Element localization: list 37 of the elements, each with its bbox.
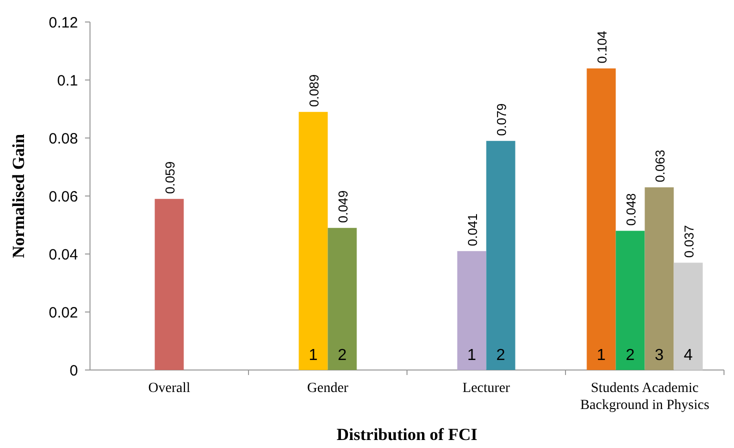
bar: [328, 228, 357, 370]
y-tick-label: 0: [70, 362, 78, 380]
data-label: 0.049: [335, 190, 350, 223]
y-tick-label: 0.08: [48, 130, 78, 148]
x-tick-label: Overall: [148, 381, 190, 396]
series-label: 4: [684, 347, 693, 364]
y-axis-title: Normalised Gain: [9, 133, 28, 258]
series-label: 1: [308, 347, 318, 364]
y-tick-label: 0.06: [48, 188, 78, 206]
text: 2: [496, 347, 506, 364]
text: 2: [626, 347, 635, 364]
data-label: 0.037: [681, 225, 696, 258]
text: 1: [596, 347, 606, 364]
x-tick-label: Students Academic Background in Physics: [580, 381, 710, 413]
x-tick-label: Lecturer: [462, 381, 510, 396]
bar: [298, 112, 328, 370]
text: 1: [467, 347, 476, 364]
data-label: 0.063: [652, 150, 668, 182]
data-label: 0.104: [594, 30, 610, 64]
bar: [616, 230, 645, 370]
series-label: 2: [338, 347, 347, 364]
x-axis-title: Distribution of FCI: [336, 425, 478, 444]
data-label: 0.048: [623, 193, 638, 226]
bar: [644, 187, 674, 370]
bar: [154, 198, 184, 370]
data-label: 0.041: [464, 214, 480, 246]
data-label: 0.059: [162, 161, 178, 194]
x-tick-label: Gender: [307, 381, 349, 396]
y-tick-label: 0.04: [48, 246, 78, 264]
data-label: 0.079: [494, 103, 509, 136]
bar: [586, 68, 616, 370]
y-tick-label: 0.1: [57, 72, 78, 90]
series-label: 3: [654, 347, 664, 364]
data-label: 0.089: [306, 74, 322, 107]
bar: [674, 262, 703, 370]
y-tick-label: 0.02: [48, 304, 78, 322]
y-tick-label: 0.12: [48, 14, 78, 32]
